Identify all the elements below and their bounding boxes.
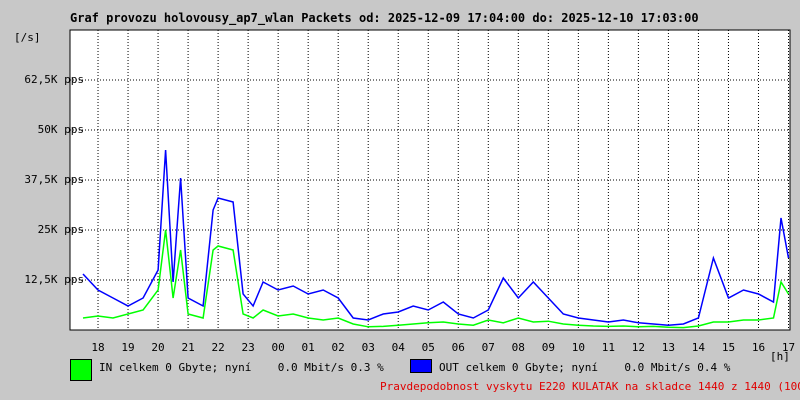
x-tick-label: 01 — [301, 341, 315, 354]
legend-out-label: OUT celkem 0 Gbyte; nyní 0.0 Mbit/s 0.4 … — [439, 361, 731, 374]
y-tick-label: 50K pps — [37, 123, 84, 136]
x-tick-label: 17 — [781, 341, 796, 354]
y-tick-label: 37,5K pps — [24, 173, 84, 186]
x-tick-label: 12 — [631, 341, 646, 354]
x-tick-label: 19 — [121, 341, 135, 354]
x-tick-label: 08 — [511, 341, 525, 354]
x-tick-label: 11 — [601, 341, 615, 354]
x-tick-label: 16 — [751, 341, 766, 354]
x-tick-label: 14 — [691, 341, 706, 354]
x-tick-label: 04 — [391, 341, 405, 354]
x-tick-label: 15 — [721, 341, 736, 354]
grid-lines — [70, 30, 790, 330]
x-axis-unit: [h] — [770, 350, 790, 363]
chart-title: Graf provozu holovousy_ap7_wlan Packets … — [70, 11, 699, 25]
x-tick-label: 07 — [481, 341, 495, 354]
x-tick-label: 03 — [361, 341, 375, 354]
x-tick-label: 09 — [541, 341, 555, 354]
x-tick-label: 10 — [571, 341, 585, 354]
legend-in-label: IN celkem 0 Gbyte; nyní 0.0 Mbit/s 0.3 % — [99, 361, 384, 374]
series-line-out — [82, 149, 790, 326]
footer-note: Pravdepodobnost vyskytu E220 KULATAK na … — [380, 380, 800, 393]
y-tick-label: 12,5K pps — [24, 273, 84, 286]
y-tick-label: 25K pps — [37, 223, 84, 236]
x-tick-label: 02 — [331, 341, 345, 354]
x-tick-label: 22 — [211, 341, 225, 354]
x-tick-label: 06 — [451, 341, 465, 354]
x-tick-label: 05 — [421, 341, 435, 354]
legend-out-swatch — [410, 359, 432, 373]
x-tick-label: 21 — [181, 341, 195, 354]
series-group — [82, 149, 790, 329]
y-axis-unit: [/s] — [14, 31, 41, 44]
x-tick-label: 13 — [661, 341, 676, 354]
series-line-in — [82, 229, 790, 329]
legend-in-swatch — [70, 359, 92, 381]
x-tick-label: 20 — [151, 341, 165, 354]
y-tick-label: 62,5K pps — [24, 73, 84, 86]
x-tick-label: 00 — [271, 341, 285, 354]
x-tick-label: 23 — [241, 341, 255, 354]
x-tick-label: 18 — [91, 341, 105, 354]
